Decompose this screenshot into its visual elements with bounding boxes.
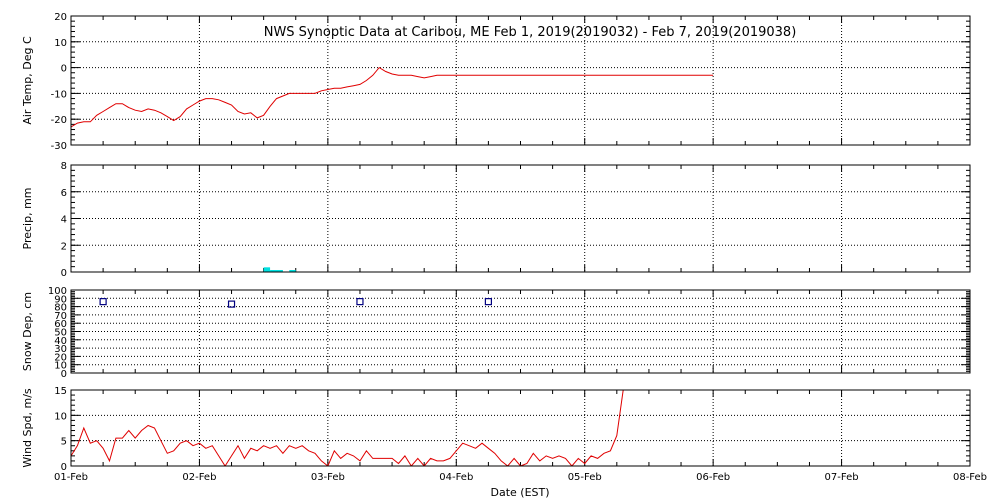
y-tick-label: 50 [54, 328, 67, 339]
y-tick-label: 10 [54, 361, 67, 372]
panel-frame [70, 289, 971, 374]
y-tick-label: 4 [61, 215, 67, 226]
x-axis: 01-Feb 02-Feb 03-Feb 04-Feb 05-Feb 06-Feb 07-F… [54, 472, 987, 483]
y-tick-label: 0 [61, 369, 67, 380]
y-tick-label: 0 [61, 462, 67, 473]
chart-title: NWS Synoptic Data at Caribou, ME Feb 1, … [264, 25, 797, 40]
y-tick-label: 10 [54, 38, 67, 49]
panel-1: 0 2 4 6 8 Precip, mm [21, 161, 971, 279]
precip-bar [289, 269, 296, 272]
x-tick-label: 04-Feb [439, 472, 473, 483]
y-tick-label: 15 [54, 386, 67, 397]
x-axis-label: Date (EST) [490, 486, 549, 499]
panel-frame [70, 389, 971, 467]
y-tick-label: 8 [61, 161, 67, 172]
panel-3: 0 5 10 15 Wind Spd, m/s [21, 386, 971, 473]
y-axis-label: Air Temp, Deg C [21, 36, 34, 125]
y-tick-label: 2 [61, 241, 67, 252]
y-tick-label: 60 [54, 319, 67, 330]
x-tick-label: 02-Feb [182, 472, 216, 483]
y-tick-label: 0 [61, 64, 67, 75]
y-tick-label: -30 [51, 141, 67, 152]
y-axis-label: Precip, mm [21, 188, 34, 250]
panel-frame [70, 164, 971, 273]
precip-bar [270, 269, 277, 272]
snow-depth-marker [99, 298, 107, 306]
panel-0: -30 -20 -10 0 10 20 Air Temp, Deg C [21, 12, 971, 152]
y-tick-label: 20 [54, 352, 67, 363]
y-tick-label: 5 [61, 437, 67, 448]
precip-bar [263, 267, 271, 272]
x-tick-label: 07-Feb [825, 472, 859, 483]
x-tick-label: 01-Feb [54, 472, 88, 483]
y-tick-label: 6 [61, 188, 67, 199]
y-tick-label: 70 [54, 311, 67, 322]
x-tick-label: 03-Feb [311, 472, 345, 483]
snow-depth-marker [356, 298, 364, 306]
y-tick-label: 30 [54, 344, 67, 355]
x-tick-label: 05-Feb [568, 472, 602, 483]
series-0 [71, 66, 714, 128]
precip-bar [276, 269, 283, 272]
y-tick-label: 40 [54, 336, 67, 347]
x-tick-label: 06-Feb [696, 472, 730, 483]
y-tick-label: -20 [51, 115, 67, 126]
y-tick-label: 20 [54, 12, 67, 23]
y-tick-label: 80 [54, 303, 67, 314]
series-line [71, 66, 714, 128]
series-3 [71, 390, 624, 466]
y-tick-label: 10 [54, 411, 67, 422]
y-tick-label: 100 [48, 286, 67, 297]
y-tick-label: -10 [51, 89, 67, 100]
y-axis-label: Wind Spd, m/s [21, 388, 34, 468]
y-axis-label: Snow Dep, cm [21, 292, 34, 371]
snow-depth-marker [227, 300, 236, 308]
y-tick-label: 0 [61, 268, 67, 279]
series-2 [99, 298, 492, 308]
series-1 [263, 267, 296, 272]
panel-frame [70, 15, 971, 146]
series-line [71, 390, 624, 466]
x-tick-label: 08-Feb [953, 472, 987, 483]
y-tick-label: 90 [54, 294, 67, 305]
snow-depth-marker [484, 298, 492, 306]
